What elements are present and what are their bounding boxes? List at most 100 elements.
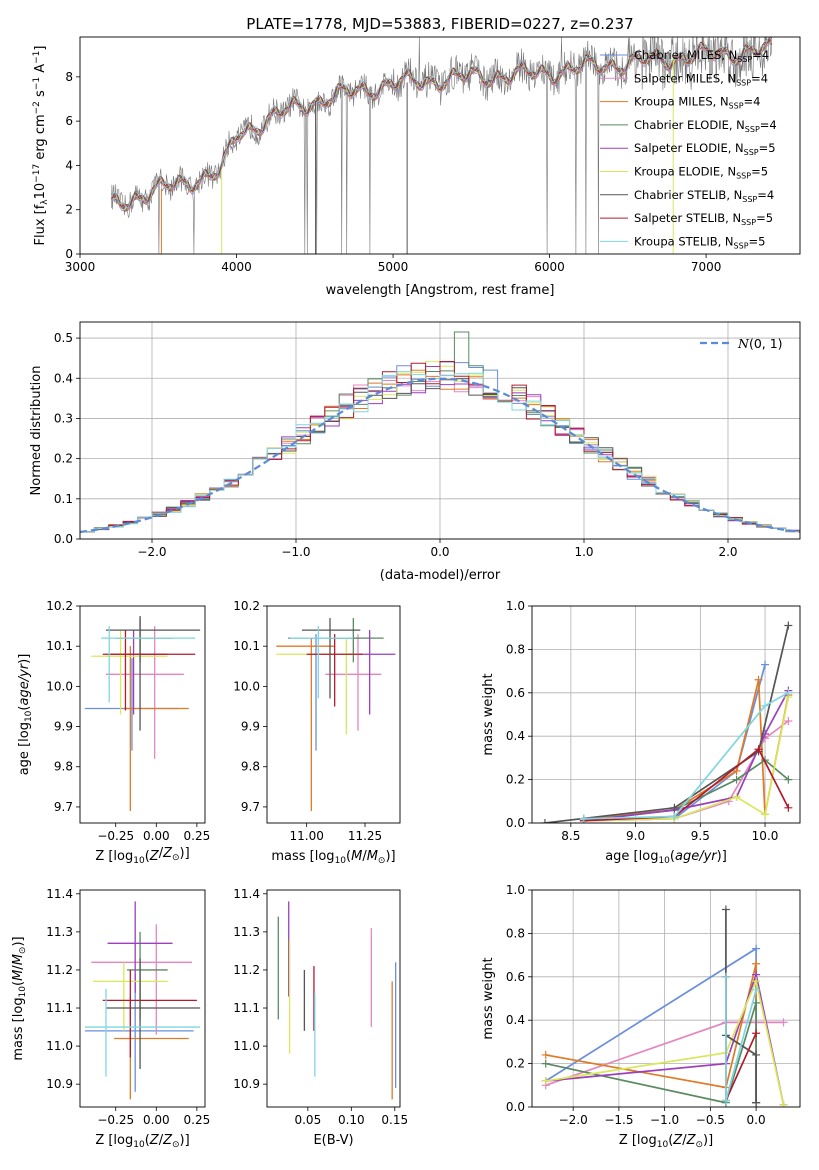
plot-area [84,901,201,1100]
panel-mass-weight-vs-age: 8.5 9.0 9.5 10.0 0.0 0.2 0.4 0.6 0.8 1.0 mass weig… [481,599,801,866]
y-tick-label: 9.8 [241,760,260,774]
model-spectrum-line [111,38,772,209]
plus-marker [752,944,761,953]
x-tick-label: 9.0 [626,829,645,843]
plus-marker [732,766,741,775]
y-tick-label: 11.0 [46,1039,73,1053]
plus-marker [752,977,761,986]
series-line [583,692,789,820]
y-tick-label: 11.3 [46,925,73,939]
plot-area [277,901,397,1100]
x-tick-label: −1.0 [650,1113,679,1127]
y-tick-label: 9.9 [54,720,73,734]
x-tick-label: 0.00 [143,1113,170,1127]
y-tick-label: 1.0 [506,599,525,613]
x-tick-label: 0.00 [143,829,170,843]
model-spectrum-line [110,37,773,209]
residual-histogram [80,371,800,533]
y-axis-label: Normed distribution [29,366,44,496]
legend-label: N(0, 1) [737,336,783,351]
data-point [306,634,363,707]
legend-label: Salpeter STELIB, NSSP=5 [634,211,773,227]
x-axis-label: mass [log10(M/M⊙)] [271,849,395,866]
axes-border [531,889,801,1108]
x-tick-label: 1.0 [574,545,593,559]
legend-label: Kroupa MILES, NSSP=4 [634,95,760,111]
data-point [114,996,189,1100]
legend-label: Kroupa ELODIE, NSSP=5 [634,165,768,181]
y-tick-label: 0.3 [54,411,73,425]
x-axis-label: Z [log10(Z/Z⊙)] [619,1133,713,1150]
x-tick-label: 5000 [378,260,409,274]
x-tick-label: 9.5 [691,829,710,843]
x-tick-label: 3000 [65,260,96,274]
legend-label: Chabrier ELODIE, NSSP=4 [634,118,777,134]
data-point [330,618,384,663]
y-tick-label: 11.1 [233,1001,260,1015]
series-line [545,947,757,1103]
plus-marker [721,972,730,981]
plus-marker [670,803,679,812]
y-tick-label: 11.4 [46,887,73,901]
legend-label: Kroupa STELIB, NSSP=5 [634,234,765,250]
y-tick-label: 0.2 [506,1057,525,1071]
x-tick-label: 11.25 [348,829,382,843]
axes-border [531,605,801,824]
plus-marker [784,688,793,697]
plus-marker [540,819,549,823]
plus-marker [752,1098,761,1107]
x-tick-label: 2.0 [718,545,737,559]
series-line [583,759,789,822]
y-tick-label: 0 [65,247,73,261]
series-8 [721,972,761,1105]
legend-label: Chabrier MILES, NSSP=4 [634,48,769,64]
y-tick-label: 9.9 [241,720,260,734]
axes-frame: −2.0 −1.0 0.0 1.0 2.0 0.0 0.1 0.2 0.3 0.4 0.5 (data… [29,321,801,583]
plot-area [84,616,201,811]
x-tick-label: 0.25 [184,829,211,843]
data-point [290,626,354,699]
legend: Chabrier MILES, NSSP=4 Salpeter MILES, NS… [600,48,777,250]
y-tick-label: 11.4 [233,887,260,901]
axes-border [266,889,401,1108]
plus-marker [732,775,741,784]
y-tick-label: 0.6 [506,686,525,700]
x-tick-label: 10.0 [752,829,779,843]
panel-mass-weight-vs-Z: −2.0 −1.5 −1.0 −0.5 0.0 0.0 0.2 0.4 0.6 0.8 1.0 mas… [481,883,801,1150]
y-tick-label: 10.2 [46,599,73,613]
axes-border [266,605,401,824]
plus-marker [761,810,770,819]
x-tick-label: −1.0 [281,545,310,559]
x-tick-label: 11.00 [289,829,323,843]
axes-border [79,889,206,1108]
y-tick-label: 11.0 [233,1039,260,1053]
series-7 [579,745,793,823]
data-point [84,973,194,1092]
plus-marker [754,675,763,684]
figure-title: PLATE=1778, MJD=53883, FIBERID=0227, z=0… [246,15,633,33]
plus-marker [784,803,793,812]
series-8 [579,688,793,823]
gaussian-curve [80,377,800,534]
y-tick-label: 0.1 [54,492,73,506]
legend-label: Salpeter MILES, NSSP=4 [634,71,768,87]
axes-frame: 0.05 0.10 0.15 10.9 11.0 11.1 11.2 11.3 11.4 E(B-… [233,887,408,1148]
x-tick-label: 7000 [691,260,722,274]
x-axis-label: wavelength [Angstrom, rest frame] [326,283,555,298]
x-axis-label: (data-model)/error [380,568,501,583]
panel-mass-vs-Z: −0.25 0.00 0.25 10.9 11.0 11.1 11.2 11.3 11.4 Z [… [11,887,210,1150]
y-axis-label: Flux [fλ10−17 erg cm−2 s−1 A−1] [32,46,50,246]
x-tick-label: 0.0 [747,1113,766,1127]
series-2 [541,959,761,1107]
x-axis-label: age [log10(age/yr)] [605,849,727,866]
y-tick-label: 10.9 [233,1077,260,1091]
plus-marker [754,745,763,754]
panel-spectrum: 3000 4000 5000 6000 7000 0 2 4 6 8 wavelength [Ang… [32,36,801,298]
data-point [288,634,361,751]
plus-marker [752,998,761,1007]
x-tick-label: 0.05 [294,1113,321,1127]
y-tick-label: 9.8 [54,760,73,774]
axes-border [79,321,801,540]
y-tick-label: 0.0 [54,532,73,546]
